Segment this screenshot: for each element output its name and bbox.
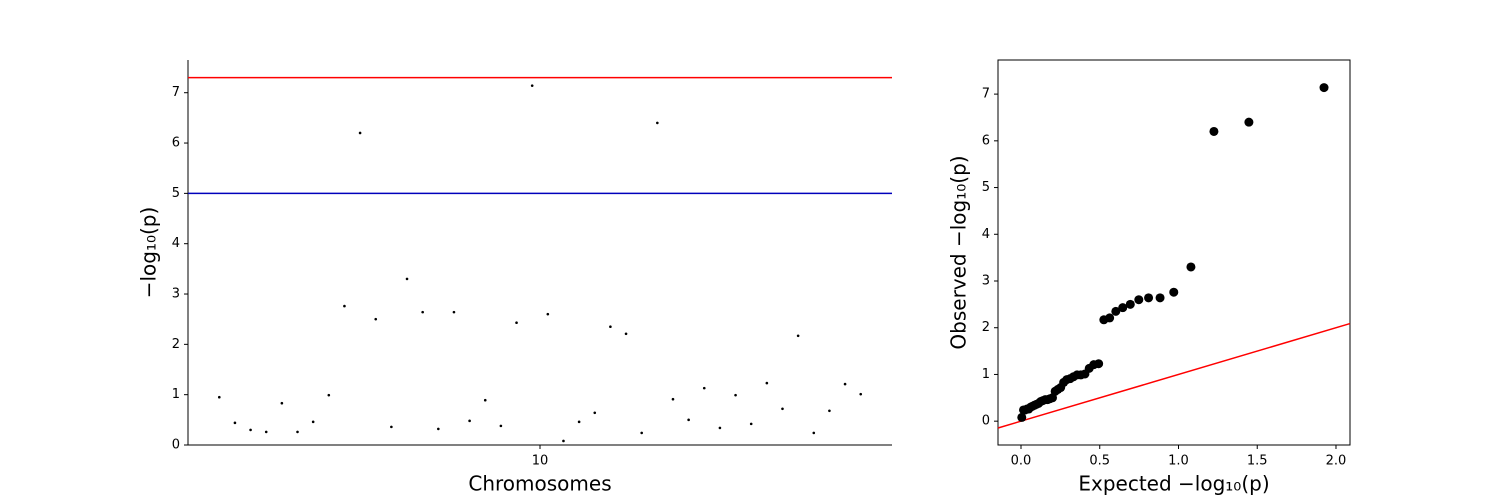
- x-tick-label: 0.0: [1011, 454, 1032, 469]
- point: [499, 424, 503, 428]
- point: [1155, 293, 1165, 303]
- y-tick-label: 1: [172, 387, 180, 402]
- point: [609, 325, 612, 329]
- point: [656, 121, 659, 125]
- y-axis-label: −log₁₀(p): [137, 207, 161, 299]
- point: [828, 409, 831, 413]
- point: [437, 427, 440, 431]
- point: [640, 431, 643, 435]
- point: [405, 277, 409, 281]
- point: [358, 131, 362, 135]
- point: [452, 310, 456, 314]
- point: [577, 420, 581, 424]
- point: [781, 407, 784, 411]
- point: [311, 420, 315, 424]
- point: [1144, 293, 1154, 303]
- y-tick-label: 7: [982, 87, 990, 102]
- x-tick-label: 1.0: [1168, 454, 1189, 469]
- point: [1019, 405, 1029, 415]
- y-axis-label: Observed −log₁₀(p): [947, 155, 971, 349]
- point: [421, 310, 424, 314]
- point: [390, 425, 393, 429]
- point: [515, 321, 518, 325]
- point: [687, 418, 690, 422]
- point: [296, 430, 299, 434]
- point: [765, 381, 769, 385]
- y-tick-label: 0: [172, 438, 180, 453]
- y-tick-label: 5: [982, 180, 990, 195]
- point: [562, 439, 565, 443]
- point: [1118, 303, 1128, 313]
- y-tick-label: 1: [982, 367, 990, 382]
- point: [1125, 299, 1135, 309]
- point: [1244, 117, 1254, 127]
- point: [812, 431, 816, 435]
- point: [749, 422, 753, 426]
- y-tick-label: 3: [172, 287, 180, 302]
- point: [1319, 83, 1329, 93]
- y-tick-label: 6: [982, 133, 990, 148]
- point: [217, 395, 221, 399]
- point: [483, 398, 487, 402]
- point: [327, 393, 331, 397]
- x-tick-label: 2.0: [1326, 454, 1347, 469]
- point: [374, 317, 378, 321]
- x-tick-label: 10: [532, 454, 549, 469]
- point: [264, 430, 268, 434]
- point: [859, 392, 863, 396]
- y-tick-label: 7: [172, 85, 180, 100]
- point: [1169, 287, 1179, 297]
- reference-line: [997, 322, 1351, 429]
- point: [1099, 315, 1109, 325]
- y-tick-label: 4: [172, 236, 180, 251]
- y-tick-label: 2: [172, 337, 180, 352]
- point: [593, 411, 597, 415]
- point: [343, 304, 346, 308]
- point: [718, 426, 722, 430]
- y-tick-label: 3: [982, 274, 990, 289]
- y-tick-label: 2: [982, 320, 990, 335]
- x-tick-label: 0.5: [1089, 454, 1110, 469]
- point: [1209, 126, 1219, 136]
- point: [1111, 306, 1121, 316]
- x-axis-label: Expected −log₁₀(p): [1078, 472, 1269, 496]
- point: [796, 334, 800, 338]
- point: [702, 386, 706, 390]
- point: [1017, 412, 1027, 422]
- x-axis-label: Chromosomes: [468, 472, 611, 496]
- point: [1134, 295, 1144, 305]
- point: [546, 312, 550, 316]
- point: [468, 419, 471, 423]
- point: [280, 401, 284, 405]
- y-tick-label: 4: [982, 227, 990, 242]
- point: [843, 382, 847, 386]
- x-tick-label: 1.5: [1247, 454, 1268, 469]
- y-tick-label: 6: [172, 136, 180, 151]
- point: [249, 428, 252, 432]
- point: [530, 84, 534, 87]
- y-tick-label: 5: [172, 186, 180, 201]
- point: [671, 397, 675, 401]
- y-tick-label: 0: [982, 414, 990, 429]
- point: [734, 393, 737, 397]
- point: [233, 421, 237, 425]
- point: [1186, 262, 1196, 272]
- point: [624, 332, 628, 336]
- plot-frame: [997, 59, 1351, 446]
